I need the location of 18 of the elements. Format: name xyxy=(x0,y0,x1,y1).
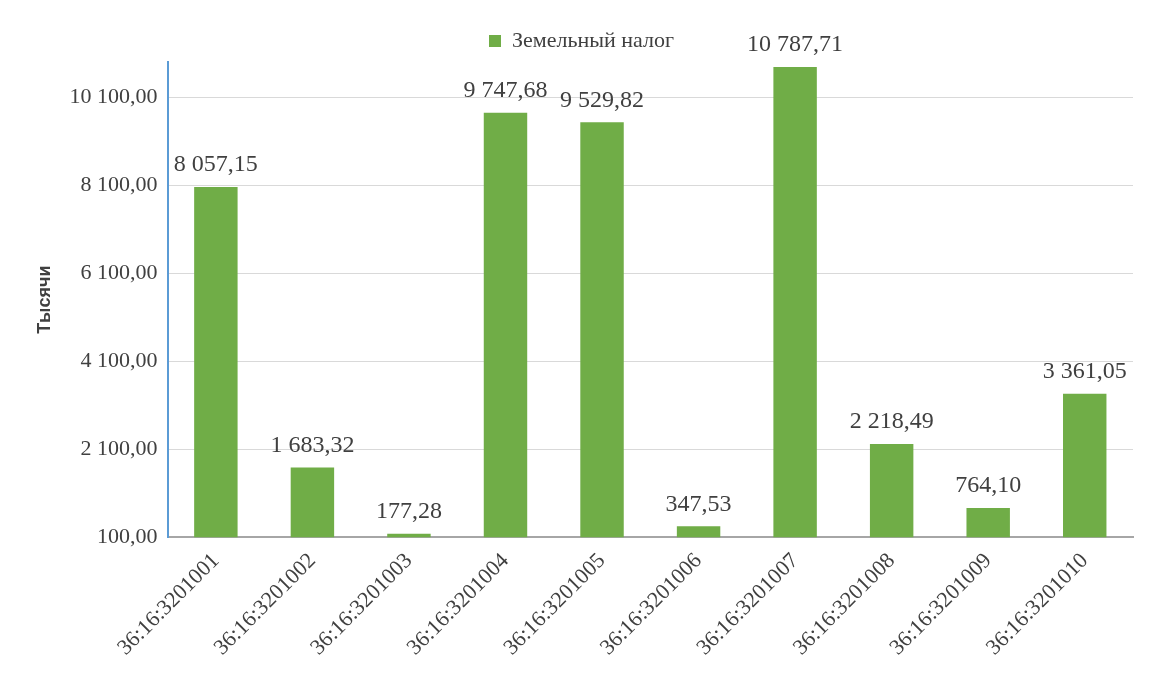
data-label: 177,28 xyxy=(375,497,442,524)
y-tick-label: 6 100,00 xyxy=(80,258,158,284)
data-label: 3 361,05 xyxy=(1042,356,1127,383)
data-label: 8 057,15 xyxy=(173,150,258,177)
data-label: 9 747,68 xyxy=(463,75,548,102)
legend-label: Земельный налог xyxy=(511,26,675,52)
y-tick-label: 2 100,00 xyxy=(80,434,158,460)
y-axis-title: Тысячи xyxy=(33,265,54,334)
data-label: 1 683,32 xyxy=(270,430,355,457)
data-label: 764,10 xyxy=(955,471,1022,498)
y-tick-label: 10 100,00 xyxy=(69,82,158,108)
y-tick-label: 100,00 xyxy=(97,522,158,548)
y-tick-label: 8 100,00 xyxy=(80,170,158,196)
data-label: 2 218,49 xyxy=(849,407,934,434)
data-label: 9 529,82 xyxy=(560,85,645,112)
data-label: 10 787,71 xyxy=(747,30,844,57)
y-tick-label: 4 100,00 xyxy=(80,346,158,372)
data-label: 347,53 xyxy=(665,489,732,516)
